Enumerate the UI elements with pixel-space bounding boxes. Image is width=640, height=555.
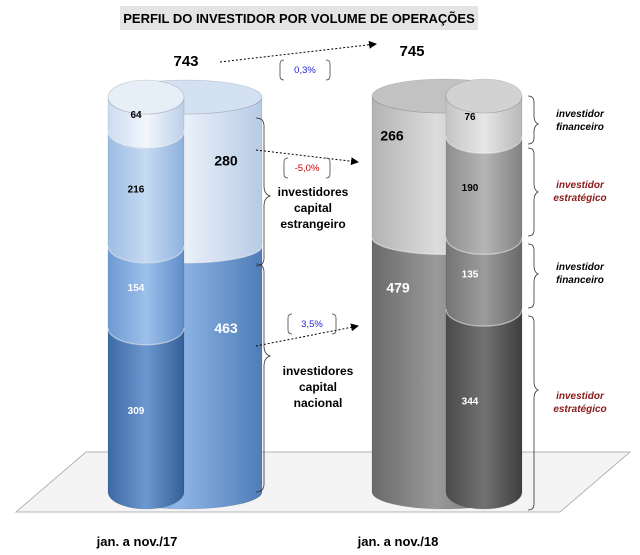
split-brace-national-strategic bbox=[527, 315, 539, 511]
split-label-national-strategic: investidor bbox=[556, 391, 605, 402]
foreign-group-brace bbox=[255, 117, 272, 267]
value-label-2018-national-strategic: 344 bbox=[462, 397, 479, 408]
split-label-foreign-financial-line2: financeiro bbox=[556, 122, 604, 133]
svg-text:nacional: nacional bbox=[294, 396, 343, 410]
bar-2017-foreign-strategic bbox=[107, 131, 185, 264]
national-group-label: investidores capital nacional bbox=[283, 364, 354, 410]
value-label-2017-foreign-financial: 64 bbox=[130, 110, 142, 121]
foreign-change-arrow bbox=[255, 149, 359, 166]
value-label-2017-national: 463 bbox=[214, 320, 238, 336]
total-change-label: 0,3% bbox=[294, 65, 316, 76]
national-change-label: 3,5% bbox=[301, 319, 323, 330]
split-brace-foreign-financial bbox=[527, 95, 539, 145]
value-label-2017-national-strategic: 309 bbox=[128, 406, 145, 417]
inner-cap-2018 bbox=[445, 78, 523, 114]
bar-2018-foreign-strategic bbox=[445, 136, 523, 255]
inner-cylinder-2017 bbox=[107, 97, 185, 510]
split-label-foreign-financial: investidor bbox=[556, 109, 605, 120]
bar-2018-national-strategic bbox=[445, 309, 523, 510]
bar-2017-national-strategic bbox=[107, 327, 185, 510]
total-change-bracket bbox=[279, 59, 331, 81]
category-label-2017: jan. a nov./17 bbox=[96, 534, 178, 549]
svg-text:investidores: investidores bbox=[278, 185, 349, 199]
inner-cylinder-2018 bbox=[445, 95, 523, 510]
split-label-national-financial: investidor bbox=[556, 262, 605, 273]
total-label-2018: 745 bbox=[399, 43, 424, 60]
svg-text:investidores: investidores bbox=[283, 364, 354, 378]
split-label-national-financial-line2: financeiro bbox=[556, 275, 604, 286]
national-change-arrow bbox=[255, 323, 359, 347]
svg-text:capital: capital bbox=[299, 380, 337, 394]
foreign-change-bracket bbox=[283, 157, 331, 179]
value-label-2018-national: 479 bbox=[386, 280, 410, 296]
category-label-2018: jan. a nov./18 bbox=[357, 534, 439, 549]
title-background bbox=[120, 6, 478, 30]
value-label-2018-foreign: 266 bbox=[380, 128, 404, 144]
foreign-group-label: investidores capital estrangeiro bbox=[278, 185, 349, 231]
svg-text:capital: capital bbox=[294, 201, 332, 215]
svg-text:estrangeiro: estrangeiro bbox=[280, 217, 345, 231]
cylinders-2018: 76 190 135 344 266 479 bbox=[371, 78, 523, 510]
value-label-2017-foreign: 280 bbox=[214, 152, 238, 168]
foreign-change-label: -5,0% bbox=[295, 163, 320, 174]
total-label-2017: 743 bbox=[173, 53, 198, 70]
value-label-2018-foreign-strategic: 190 bbox=[462, 183, 479, 194]
split-label-foreign-strategic-line2: estratégico bbox=[553, 193, 606, 204]
value-label-2018-foreign-financial: 76 bbox=[464, 112, 476, 123]
national-change-bracket bbox=[287, 313, 337, 335]
national-group-brace bbox=[255, 263, 272, 493]
split-label-national-strategic-line2: estratégico bbox=[553, 404, 606, 415]
split-brace-national-financial bbox=[527, 243, 539, 309]
chart-title: PERFIL DO INVESTIDOR POR VOLUME DE OPERA… bbox=[123, 11, 475, 26]
value-label-2018-national-financial: 135 bbox=[462, 269, 479, 280]
split-brace-foreign-strategic bbox=[527, 147, 539, 237]
total-change-arrow bbox=[219, 40, 377, 63]
value-label-2017-foreign-strategic: 216 bbox=[128, 184, 145, 195]
inner-cap-2017 bbox=[107, 79, 185, 115]
split-label-foreign-strategic: investidor bbox=[556, 180, 605, 191]
cylinders-2017: 64 216 154 309 280 463 bbox=[107, 79, 263, 510]
value-label-2017-national-financial: 154 bbox=[128, 283, 145, 294]
